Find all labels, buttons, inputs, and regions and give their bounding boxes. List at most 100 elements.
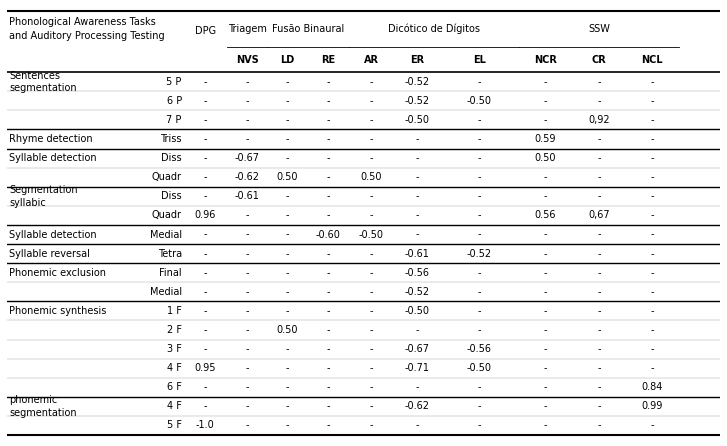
Text: -: -	[326, 172, 330, 182]
Text: -0.62: -0.62	[404, 401, 430, 411]
Text: -: -	[415, 382, 419, 392]
Text: -: -	[415, 421, 419, 430]
Text: -: -	[597, 325, 601, 335]
Text: -: -	[245, 115, 249, 125]
Text: -: -	[478, 325, 481, 335]
Text: -: -	[204, 268, 207, 278]
Text: -: -	[415, 211, 419, 220]
Text: Syllable detection: Syllable detection	[9, 230, 97, 240]
Text: -: -	[478, 172, 481, 182]
Text: -1.0: -1.0	[196, 421, 214, 430]
Text: ER: ER	[410, 54, 424, 65]
Text: -: -	[204, 325, 207, 335]
Text: Segmentation
syllabic: Segmentation syllabic	[9, 185, 78, 207]
Text: -: -	[651, 248, 654, 259]
Text: Phonemic exclusion: Phonemic exclusion	[9, 268, 106, 278]
Text: -: -	[245, 230, 249, 240]
Text: -: -	[544, 77, 547, 87]
Text: -: -	[326, 96, 330, 106]
Text: 0.59: 0.59	[535, 134, 556, 144]
Text: -0.67: -0.67	[404, 344, 430, 354]
Text: NCL: NCL	[642, 54, 663, 65]
Text: -: -	[204, 172, 207, 182]
Text: 4 F: 4 F	[167, 401, 182, 411]
Text: -: -	[286, 153, 289, 163]
Text: -: -	[544, 191, 547, 201]
Text: Tetra: Tetra	[158, 248, 182, 259]
Text: RE: RE	[321, 54, 335, 65]
Text: 0.96: 0.96	[195, 211, 216, 220]
Text: -: -	[415, 191, 419, 201]
Text: -: -	[326, 401, 330, 411]
Text: -0.61: -0.61	[235, 191, 260, 201]
Text: -0.56: -0.56	[467, 344, 491, 354]
Text: -: -	[369, 96, 373, 106]
Text: -0.50: -0.50	[359, 230, 384, 240]
Text: -: -	[597, 268, 601, 278]
Text: -0.50: -0.50	[467, 363, 491, 373]
Text: -: -	[478, 421, 481, 430]
Text: -: -	[544, 172, 547, 182]
Text: LD: LD	[281, 54, 294, 65]
Text: -: -	[286, 344, 289, 354]
Text: -: -	[415, 230, 419, 240]
Text: -: -	[326, 191, 330, 201]
Text: AR: AR	[364, 54, 379, 65]
Text: -: -	[651, 344, 654, 354]
Text: -: -	[326, 344, 330, 354]
Text: Diss: Diss	[161, 153, 182, 163]
Text: -: -	[369, 401, 373, 411]
Text: -: -	[369, 134, 373, 144]
Text: -: -	[245, 344, 249, 354]
Text: -: -	[326, 211, 330, 220]
Text: -: -	[204, 115, 207, 125]
Text: -: -	[369, 77, 373, 87]
Text: -: -	[478, 115, 481, 125]
Text: -: -	[651, 134, 654, 144]
Text: -0.50: -0.50	[404, 306, 430, 316]
Text: -0.50: -0.50	[467, 96, 491, 106]
Text: -: -	[597, 363, 601, 373]
Text: -: -	[326, 287, 330, 297]
Text: NVS: NVS	[236, 54, 258, 65]
Text: -0.67: -0.67	[235, 153, 260, 163]
Text: -: -	[478, 287, 481, 297]
Text: Diss: Diss	[161, 191, 182, 201]
Text: -: -	[478, 153, 481, 163]
Text: -: -	[651, 230, 654, 240]
Text: 0.95: 0.95	[195, 363, 216, 373]
Text: -: -	[369, 248, 373, 259]
Text: 0,92: 0,92	[588, 115, 610, 125]
Text: -: -	[597, 96, 601, 106]
Text: -: -	[369, 421, 373, 430]
Text: -: -	[651, 115, 654, 125]
Text: -: -	[326, 363, 330, 373]
Text: 0.50: 0.50	[535, 153, 556, 163]
Text: -0.71: -0.71	[404, 363, 430, 373]
Text: -: -	[286, 363, 289, 373]
Text: -: -	[651, 268, 654, 278]
Text: -: -	[544, 363, 547, 373]
Text: NCR: NCR	[534, 54, 557, 65]
Text: -: -	[326, 153, 330, 163]
Text: -0.52: -0.52	[467, 248, 492, 259]
Text: -: -	[204, 230, 207, 240]
Text: -: -	[651, 421, 654, 430]
Text: -: -	[245, 382, 249, 392]
Text: -: -	[286, 306, 289, 316]
Text: -: -	[597, 382, 601, 392]
Text: -: -	[597, 401, 601, 411]
Text: 4 F: 4 F	[167, 363, 182, 373]
Text: -: -	[204, 382, 207, 392]
Text: -: -	[286, 268, 289, 278]
Text: -0.56: -0.56	[404, 268, 430, 278]
Text: 5 F: 5 F	[166, 421, 182, 430]
Text: -: -	[369, 306, 373, 316]
Text: -: -	[544, 287, 547, 297]
Text: 0.56: 0.56	[535, 211, 556, 220]
Text: -: -	[204, 287, 207, 297]
Text: -: -	[544, 96, 547, 106]
Text: 0.50: 0.50	[361, 172, 382, 182]
Text: -: -	[245, 421, 249, 430]
Text: -: -	[204, 344, 207, 354]
